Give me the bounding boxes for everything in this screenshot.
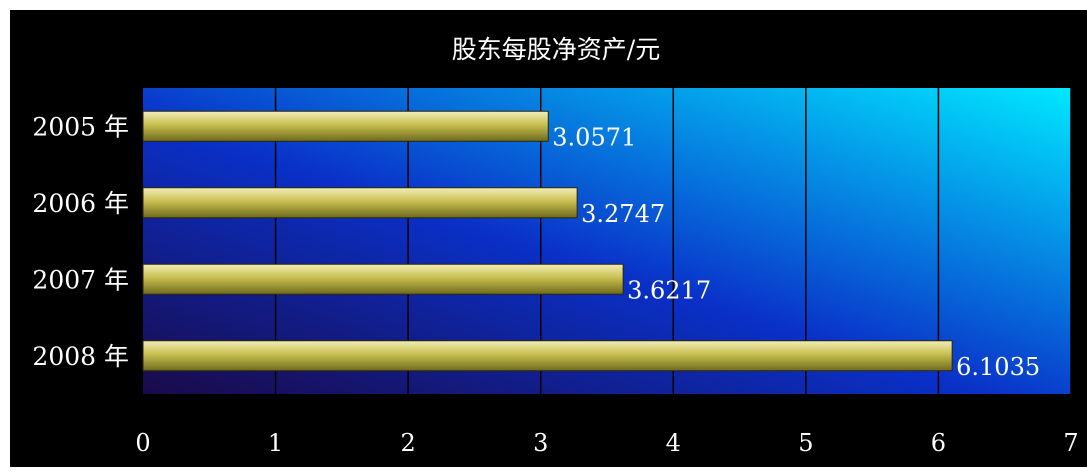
bar (142, 263, 624, 295)
category-label: 2005 年 (32, 112, 129, 141)
x-tick-label: 4 (666, 429, 681, 457)
bar (142, 110, 549, 142)
value-label: 3.2747 (581, 200, 665, 228)
category-labels: 2005 年 2006 年 2007 年 2008 年 (32, 112, 129, 371)
x-tick-label: 6 (931, 429, 946, 457)
x-tick-label: 5 (798, 429, 813, 457)
value-label: 3.0571 (552, 123, 636, 151)
bars (142, 110, 953, 372)
value-label: 3.6217 (627, 276, 711, 304)
x-tick-label: 1 (268, 429, 283, 457)
category-label: 2008 年 (32, 342, 129, 371)
bar (142, 340, 953, 372)
x-tick-label: 3 (533, 429, 548, 457)
x-tick-label: 0 (135, 429, 150, 457)
x-axis-tick-labels: 0 1 2 3 4 5 6 7 (135, 429, 1078, 457)
category-label: 2006 年 (32, 189, 129, 218)
x-tick-label: 7 (1063, 429, 1078, 457)
category-label: 2007 年 (32, 265, 129, 294)
value-labels: 3.0571 3.2747 3.6217 6.1035 (552, 123, 1040, 381)
chart-title: 股东每股净资产/元 (452, 35, 660, 64)
x-tick-label: 2 (401, 429, 416, 457)
value-label: 6.1035 (956, 353, 1040, 381)
bar (142, 187, 578, 219)
